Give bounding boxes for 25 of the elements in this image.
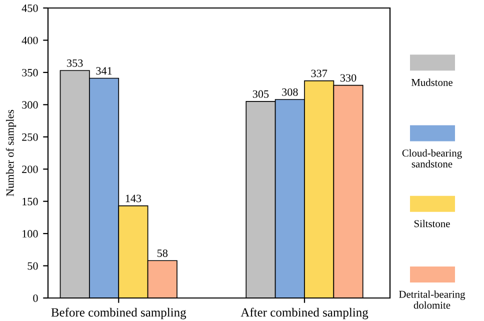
data-label: 330 xyxy=(340,74,356,82)
y-tick-label: 0 xyxy=(33,294,38,302)
legend-label: Mudstone xyxy=(411,78,452,86)
y-tick-label: 50 xyxy=(28,262,38,270)
data-label: 143 xyxy=(126,194,142,202)
data-label: 353 xyxy=(67,59,83,67)
data-label: 308 xyxy=(282,88,298,96)
legend-label: Cloud-bearing sandstone xyxy=(402,149,462,168)
data-label: 58 xyxy=(157,249,168,257)
legend-label: Detrital-bearing dolomite xyxy=(399,290,466,309)
x-tick-label: After combined sampling xyxy=(240,308,368,320)
y-tick-label: 100 xyxy=(22,230,38,238)
y-axis-title: Number of samples xyxy=(6,110,16,196)
y-tick-label: 400 xyxy=(22,36,38,44)
x-tick-label: Before combined sampling xyxy=(51,308,186,320)
data-label: 337 xyxy=(311,70,328,78)
y-tick-label: 350 xyxy=(22,68,38,76)
y-tick-label: 450 xyxy=(22,4,38,12)
y-tick-label: 200 xyxy=(22,166,38,174)
y-tick-label: 300 xyxy=(22,101,38,109)
y-tick-label: 150 xyxy=(22,198,38,206)
legend-label: Siltstone xyxy=(414,220,450,228)
y-tick-label: 250 xyxy=(22,133,38,141)
data-label: 305 xyxy=(252,90,269,98)
data-label: 341 xyxy=(96,67,112,75)
